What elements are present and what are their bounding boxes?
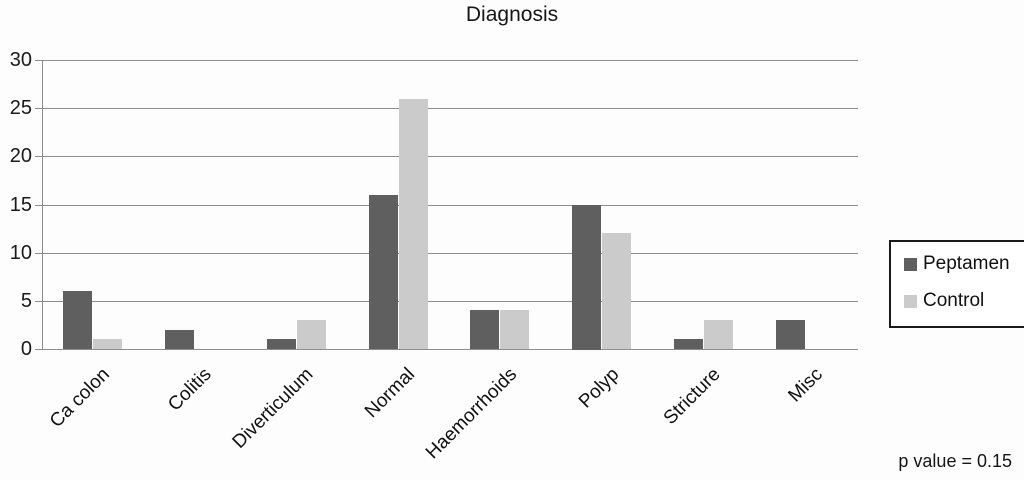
- xcat-label-colitis: Colitis: [164, 364, 216, 416]
- gridline-y-0: [42, 349, 858, 350]
- xcat-label-ca-colon: Ca colon: [45, 364, 114, 432]
- bar-peptamen-misc: [776, 320, 805, 349]
- xcat-label-normal: Normal: [361, 364, 420, 423]
- chart-title: Diagnosis: [465, 3, 559, 26]
- bar-peptamen-colitis: [165, 330, 194, 349]
- plot-area: [42, 60, 858, 349]
- ytick-mark-30: [35, 60, 42, 61]
- legend-label-control: Control: [923, 290, 985, 311]
- ytick-label-15: 15: [9, 194, 32, 216]
- bar-peptamen-ca-colon: [63, 291, 92, 349]
- bar-peptamen-haemorrhoids: [470, 310, 499, 349]
- ytick-mark-15: [35, 205, 42, 206]
- bar-control-diverticulum: [297, 320, 326, 349]
- gridline-y-30: [42, 60, 858, 61]
- ytick-label-5: 5: [20, 290, 32, 312]
- ytick-mark-10: [35, 253, 42, 254]
- bar-peptamen-normal: [369, 195, 398, 349]
- ytick-mark-5: [35, 301, 42, 302]
- bar-control-normal: [399, 99, 428, 349]
- ytick-mark-25: [35, 108, 42, 109]
- legend-label-peptamen: Peptamen: [923, 253, 1010, 274]
- legend-item-control: Control: [904, 288, 1024, 314]
- ytick-label-25: 25: [9, 97, 32, 119]
- ytick-label-0: 0: [20, 338, 32, 360]
- xcat-label-diverticulum: Diverticulum: [228, 364, 318, 453]
- peptamen-swatch-icon: [904, 257, 917, 271]
- p-value-annotation: p value = 0.15: [898, 451, 1012, 471]
- ytick-label-20: 20: [9, 145, 32, 167]
- gridline-y-25: [42, 108, 858, 109]
- ytick-mark-0: [35, 349, 42, 350]
- bar-control-haemorrhoids: [500, 310, 529, 349]
- bar-peptamen-stricture: [674, 339, 703, 349]
- ytick-label-10: 10: [9, 242, 32, 264]
- bar-peptamen-polyp: [572, 205, 601, 350]
- xcat-label-polyp: Polyp: [574, 364, 624, 413]
- ytick-mark-20: [35, 156, 42, 157]
- control-swatch-icon: [904, 294, 917, 308]
- bar-control-ca-colon: [93, 339, 122, 349]
- xcat-label-stricture: Stricture: [660, 364, 726, 429]
- bar-control-polyp: [602, 233, 631, 349]
- gridline-y-10: [42, 253, 858, 254]
- bar-control-stricture: [704, 320, 733, 349]
- gridline-y-5: [42, 301, 858, 302]
- xcat-label-misc: Misc: [784, 364, 827, 407]
- gridline-y-15: [42, 205, 858, 206]
- legend-item-peptamen: Peptamen: [904, 251, 1024, 277]
- ytick-label-30: 30: [9, 49, 32, 71]
- gridline-y-20: [42, 156, 858, 157]
- legend: Peptamen Control: [889, 240, 1024, 328]
- bar-peptamen-diverticulum: [267, 339, 296, 349]
- xcat-label-haemorrhoids: Haemorrhoids: [422, 364, 522, 464]
